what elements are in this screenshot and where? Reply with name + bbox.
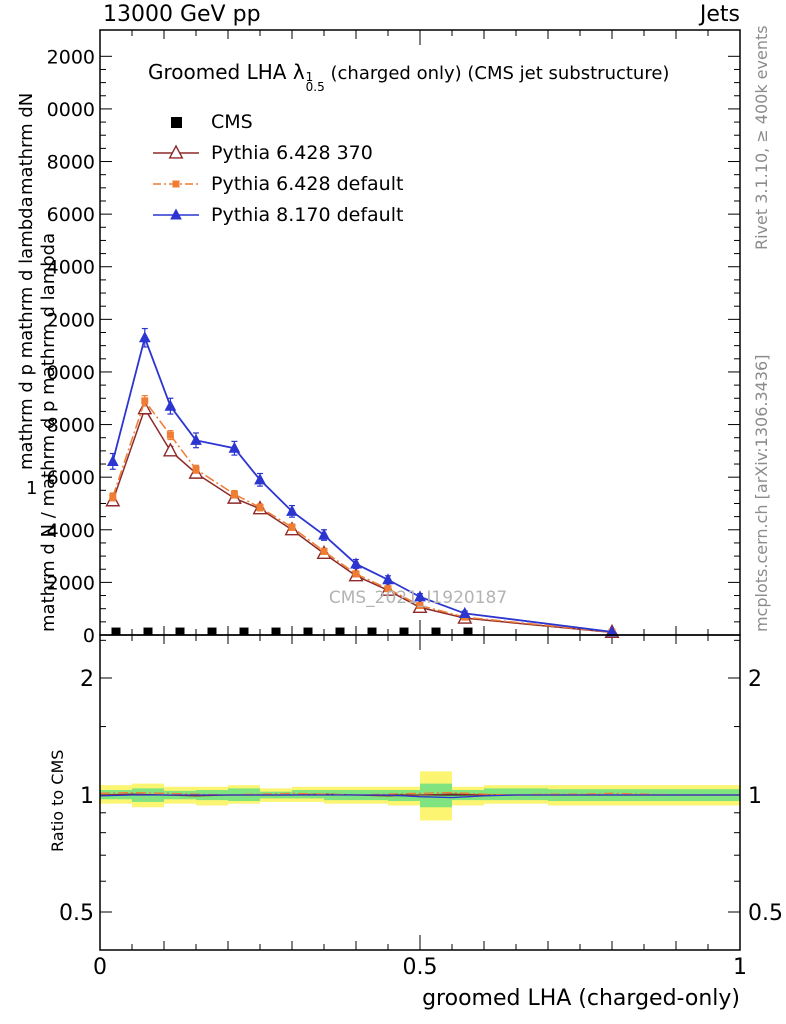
legend-label: Pythia 6.428 default xyxy=(211,172,404,195)
legend-item-pythia6-default: Pythia 6.428 default xyxy=(150,168,403,199)
ratio-uncertainty-bands xyxy=(99,771,740,821)
legend-item-pythia8-default: Pythia 8.170 default xyxy=(150,199,403,230)
svg-text:6000: 6000 xyxy=(47,467,95,489)
lambda-symbol: λ xyxy=(292,60,305,84)
pythia8-default-marker-icon xyxy=(153,208,199,220)
main-series xyxy=(105,327,620,638)
lambda-subscript: 0.5 xyxy=(305,80,325,94)
legend-label: CMS xyxy=(211,110,253,133)
y-axis-title-fragment-a: mathrm dN xyxy=(16,92,37,195)
svg-text:2000: 2000 xyxy=(47,572,95,594)
svg-text:0.5: 0.5 xyxy=(748,901,783,926)
pythia6-default-marker-icon xyxy=(153,180,199,187)
svg-text:1: 1 xyxy=(748,784,762,809)
legend: CMS Pythia 6.428 370 Pythia 6.428 defaul… xyxy=(150,106,403,230)
y-axis-title-fragment-d: mathrm d N / mathrm d p mathrm d lambda xyxy=(38,232,59,632)
svg-text:0000: 0000 xyxy=(47,99,95,121)
x-axis-title: groomed LHA (charged-only) xyxy=(422,986,740,1011)
svg-text:1: 1 xyxy=(733,955,747,980)
mcplots-credit-label: mcplots.cern.ch [arXiv:1306.3436] xyxy=(752,354,771,632)
svg-text:2000: 2000 xyxy=(47,309,95,331)
plot-title: Groomed LHA λ 1 0.5 (charged only) (CMS je… xyxy=(148,60,670,94)
svg-text:0.5: 0.5 xyxy=(403,955,438,980)
svg-text:0: 0 xyxy=(83,625,95,647)
watermark: CMS_2021_I1920187 xyxy=(328,588,508,608)
pythia6-370-marker-icon xyxy=(153,144,199,159)
plot-title-suffix: (charged only) (CMS jet substructure) xyxy=(324,63,670,84)
svg-text:8000: 8000 xyxy=(47,415,95,437)
svg-text:6000: 6000 xyxy=(47,204,95,226)
svg-text:2: 2 xyxy=(748,667,762,692)
ratio-axis-title: Ratio to CMS xyxy=(48,749,67,852)
legend-label: Pythia 8.170 default xyxy=(211,203,404,226)
header-beam-energy: 13000 GeV pp xyxy=(103,2,261,27)
svg-text:1: 1 xyxy=(80,784,94,809)
legend-item-pythia6-370: Pythia 6.428 370 xyxy=(150,137,403,168)
svg-text:0: 0 xyxy=(93,955,107,980)
svg-text:0000: 0000 xyxy=(47,362,95,384)
legend-label: Pythia 6.428 370 xyxy=(211,141,373,164)
rivet-version-label: Rivet 3.1.10, ≥ 400k events xyxy=(752,25,771,250)
cms-marker-icon xyxy=(171,116,182,128)
ratio-panel-frame xyxy=(99,634,741,951)
svg-text:8000: 8000 xyxy=(47,152,95,174)
svg-text:2: 2 xyxy=(80,667,94,692)
header-analysis-tag: Jets xyxy=(699,2,740,27)
y-axis-title-fragment-one: 1 xyxy=(26,478,38,499)
plot-title-prefix: Groomed LHA xyxy=(148,60,293,84)
svg-text:4000: 4000 xyxy=(47,257,95,279)
svg-text:2000: 2000 xyxy=(47,46,95,68)
lambda-superscript: 1 xyxy=(305,70,314,84)
legend-item-cms: CMS xyxy=(150,106,403,137)
svg-text:0.5: 0.5 xyxy=(59,901,94,926)
svg-text:4000: 4000 xyxy=(47,520,95,542)
tick-labels: 0200040006000800000002000400060008000000… xyxy=(47,46,783,980)
y-axis-title-fragment-b: mathrm d p mathrm d lambda xyxy=(16,196,37,470)
